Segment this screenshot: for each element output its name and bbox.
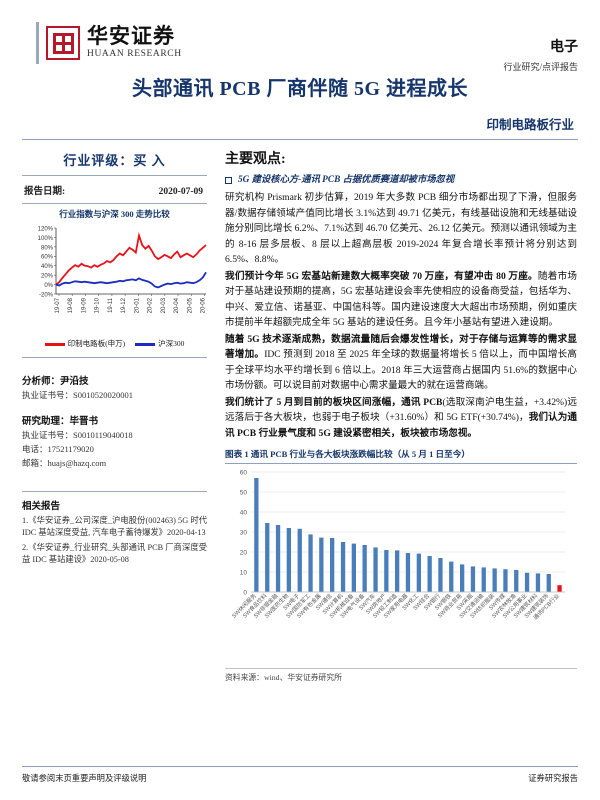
assistant-name: 研究助理：毕晋书: [22, 417, 99, 427]
paragraph-3: 随着 5G 技术逐渐成熟，数据流量随后会爆发性增长，对于存储与运算等的需求显著增…: [225, 332, 577, 394]
svg-text:0%: 0%: [44, 283, 53, 289]
sidebar-divider-3: [22, 357, 207, 358]
line-chart-svg: 120% 100% 80% 60% 40% 20% 0% -20%19-07 19-08 19-0…: [38, 226, 207, 313]
legend-pcb: 印制电路板(申万): [44, 338, 126, 349]
paragraph-4: 我们统计了 5 月到目前的板块区间涨幅，通讯 PCB(选取深南沪电生益，+3.4…: [225, 395, 577, 442]
svg-text:20-05: 20-05: [187, 297, 193, 313]
paragraph-4-lead: 我们统计了 5 月到目前的板块区间涨幅，通讯 PCB: [225, 396, 443, 408]
analyst-block: 分析师：尹沿技 执业证书号：S0010520020001 研究助理：毕晋书 执业…: [22, 366, 207, 469]
page-footer: 敬请参阅末页重要声明及评级说明 证券研究报告: [22, 766, 578, 784]
report-kind-label: 行业研究/点评报告: [503, 62, 578, 72]
index-comparison-chart: 120% 100% 80% 60% 40% 20% 0% -20% 19-07 19-08 19-0…: [22, 222, 207, 336]
svg-text:100%: 100%: [38, 236, 54, 242]
brand-accent-bar: [36, 22, 39, 64]
legend-pcb-label: 印制电路板(申万): [67, 339, 126, 348]
svg-text:120%: 120%: [38, 226, 54, 232]
paragraph-2: 我们预计今年 5G 宏基站新建数大概率突破 70 万座，有望冲击 80 万座。随…: [225, 269, 577, 331]
sector-performance-chart: 0 10 20 30 40 50 60 SW休闲服务 SW食品饮料 SW非银金融 SW医药生物 SW电…: [225, 466, 577, 666]
svg-text:50: 50: [240, 489, 248, 496]
related-report-item[interactable]: 1.《华安证券_公司深度_沪电股份(002463) 5G 时代 IDC 基站深度…: [22, 516, 207, 538]
paragraph-1: 研究机构 Prismark 初步估算，2019 年大多数 PCB 细分市场都出现…: [225, 192, 577, 266]
svg-text:40: 40: [240, 509, 248, 516]
sidebar-divider-4: [22, 491, 207, 492]
page-header: 华安证券 HUAAN RESEARCH 电子 行业研究/点评报告: [22, 0, 578, 72]
footer-divider: [22, 766, 578, 767]
main-heading: 主要观点:: [225, 152, 286, 167]
key-point-text: 5G 建设核心方-通讯 PCB 占据优质赛道却被市场忽视: [238, 175, 455, 185]
brand-logo: 华安证券 HUAAN RESEARCH: [22, 22, 182, 64]
svg-text:20-01: 20-01: [134, 297, 140, 313]
analyst-cert: 执业证书号：S0010520020001: [22, 390, 133, 400]
page-title: 头部通讯 PCB 厂商伴随 5G 进程成长: [131, 78, 469, 100]
figure-source-note: 资料来源：wind、华安证券研究所: [225, 672, 342, 682]
svg-text:40%: 40%: [41, 264, 54, 270]
svg-text:19-07: 19-07: [55, 297, 61, 313]
related-reports-title: 相关报告: [22, 502, 61, 512]
svg-text:19-12: 19-12: [121, 297, 127, 313]
main-content: 主要观点: 5G 建设核心方-通讯 PCB 占据优质赛道却被市场忽视 研究机构 …: [217, 148, 577, 683]
svg-text:20-03: 20-03: [161, 297, 167, 313]
brand-name-en: HUAAN RESEARCH: [87, 49, 182, 60]
content-columns: 行业评级：买 入 报告日期: 2020-07-09 行业指数与沪深 300 走势…: [22, 148, 578, 683]
figure-top-rule: [225, 462, 577, 464]
sidebar-divider-2: [22, 203, 207, 204]
svg-text:20-04: 20-04: [174, 297, 180, 313]
svg-text:80%: 80%: [41, 245, 54, 251]
industry-rating: 行业评级：买 入: [63, 153, 166, 168]
svg-text:60%: 60%: [41, 255, 54, 261]
svg-text:19-11: 19-11: [108, 297, 114, 313]
bar-chart-svg: 0102030405060SW休闲服务SW食品饮料SW非银金融SW医药生物SW电…: [230, 469, 565, 621]
svg-text:20-06: 20-06: [201, 297, 207, 313]
footer-disclaimer: 敬请参阅末页重要声明及评级说明: [22, 774, 147, 783]
footer-doc-type: 证券研究报告: [528, 774, 578, 783]
report-date-value: 2020-07-09: [158, 187, 203, 197]
assistant-phone: 电话：17521179020: [22, 444, 94, 454]
svg-text:10: 10: [240, 569, 248, 576]
sidebar-divider-1: [22, 175, 207, 176]
report-date-row: 报告日期: 2020-07-09: [22, 176, 207, 203]
brand-name-cn: 华安证券: [87, 24, 175, 49]
square-bullet-icon: [225, 177, 232, 184]
paragraph-2-lead: 我们预计今年 5G 宏基站新建数大概率突破 70 万座，有望冲击 80 万座。: [225, 270, 538, 282]
line-chart-legend: 印制电路板(申万) 沪深300: [22, 338, 207, 349]
analyst-name: 分析师：尹沿技: [22, 377, 89, 387]
svg-text:19-10: 19-10: [95, 297, 101, 313]
svg-text:60: 60: [240, 469, 248, 476]
title-block: 头部通讯 PCB 厂商伴随 5G 进程成长 印制电路板行业: [22, 72, 578, 133]
figure-bottom-rule: [225, 667, 577, 669]
related-report-item[interactable]: 2.《华安证券_行业研究_头部通讯 PCB 厂商深度受益 IDC 基站建设》20…: [22, 542, 207, 565]
svg-text:20%: 20%: [41, 274, 54, 280]
paragraph-3-rest: IDC 预测到 2018 至 2025 年全球的数据量将增长 5 倍以上，而中国…: [225, 349, 577, 392]
legend-hs300: 沪深300: [135, 338, 184, 349]
sidebar: 行业评级：买 入 报告日期: 2020-07-09 行业指数与沪深 300 走势…: [22, 148, 217, 683]
page-subtitle: 印制电路板行业: [486, 118, 574, 132]
huaan-seal-icon: [46, 26, 80, 60]
svg-text:-20%: -20%: [39, 292, 54, 298]
report-date-label: 报告日期:: [24, 187, 66, 197]
assistant-email[interactable]: 邮箱：huajs@hazq.com: [22, 458, 107, 468]
svg-text:19-08: 19-08: [68, 297, 74, 313]
related-reports: 相关报告 1.《华安证券_公司深度_沪电股份(002463) 5G 时代 IDC…: [22, 483, 207, 567]
sector-label: 电子: [550, 40, 578, 55]
legend-hs300-label: 沪深300: [158, 339, 185, 348]
assistant-cert: 执业证书号：S0010119040018: [22, 430, 133, 440]
svg-text:20-02: 20-02: [148, 297, 154, 313]
paragraph-4-rest: (选取深南沪电生益，+3.42%)远远落后于各大板块，也弱于电子板块（+31.6…: [225, 396, 578, 439]
svg-text:19-09: 19-09: [81, 297, 87, 313]
paragraph-3-lead: 随着 5G 技术逐渐成熟，数据流量随后会爆发性增长，对于存储与运算等的需求显著增…: [225, 333, 577, 361]
svg-text:30: 30: [240, 529, 248, 536]
svg-text:20: 20: [240, 549, 248, 556]
title-divider: [22, 139, 578, 140]
header-right: 电子 行业研究/点评报告: [503, 22, 578, 73]
figure-caption: 图表 1 通讯 PCB 行业与各大板块涨跌幅比较（从 5 月 1 日至今）: [225, 448, 470, 459]
svg-text:0: 0: [243, 589, 247, 596]
paragraph-2-rest: 随着市场对于基站建设预期的提高，5G 宏基站建设会率先使相应的设备商受益，包括华…: [225, 270, 577, 329]
key-point-bullet: 5G 建设核心方-通讯 PCB 占据优质赛道却被市场忽视: [225, 174, 577, 187]
line-chart-title: 行业指数与沪深 300 走势比较: [59, 209, 170, 219]
